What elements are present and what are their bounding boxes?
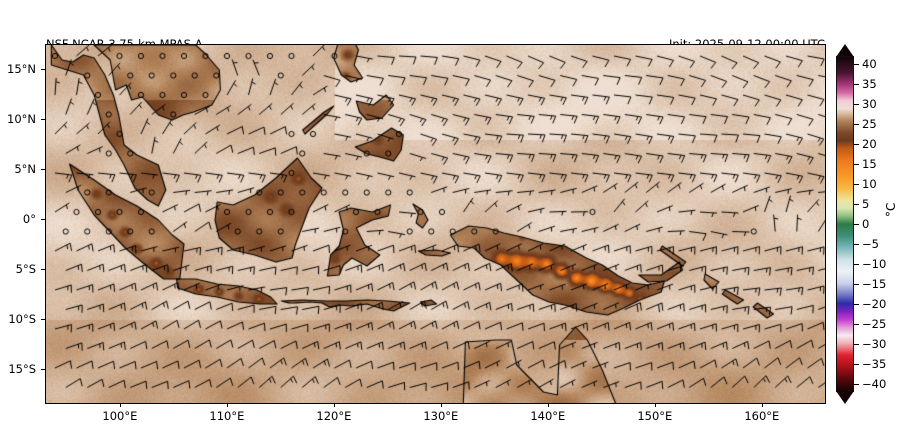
colorbar-tick-label: −5 [862,237,879,251]
colorbar-tick-mark [854,324,859,325]
colorbar-tick-mark [854,304,859,305]
latitude-tick-mark [41,69,45,70]
latitude-tick-mark [41,369,45,370]
colorbar-tick-mark [854,224,859,225]
colorbar-tick-mark [854,84,859,85]
colorbar-tick-mark [854,344,859,345]
longitude-tick-mark [654,403,656,407]
longitude-tick-label: 110°E [209,409,245,423]
colorbar-tick-label: −25 [862,317,887,331]
latitude-tick-mark [41,319,45,320]
colorbar-tick-label: 5 [862,197,870,211]
longitude-tick-mark [119,403,121,407]
latitude-tick-mark [41,219,45,220]
longitude-tick-mark [761,403,763,407]
longitude-tick-label: 130°E [423,409,459,423]
longitude-tick-label: 140°E [530,409,566,423]
colorbar-tick-label: −20 [862,297,887,311]
longitude-tick-mark [333,403,335,407]
colorbar-tick-mark [854,244,859,245]
latitude-tick-label: 0° [22,212,36,226]
latitude-tick-label: 5°S [15,262,36,276]
colorbar-tick-mark [854,384,859,385]
longitude-tick-label: 160°E [744,409,780,423]
colorbar-gradient [836,56,854,392]
colorbar-tick-mark [854,204,859,205]
longitude-tick-mark [226,403,228,407]
colorbar-tick-label: 25 [862,117,877,131]
map-plot-area [45,44,826,404]
colorbar-tick-label: −10 [862,257,887,271]
colorbar-tick-mark [854,284,859,285]
colorbar-tick-label: −30 [862,337,887,351]
colorbar-tick-label: 30 [862,97,877,111]
latitude-tick-label: 5°N [14,162,36,176]
colorbar-tick-mark [854,104,859,105]
longitude-tick-label: 100°E [102,409,138,423]
colorbar-tick-label: 10 [862,177,877,191]
colorbar-tick-label: −15 [862,277,887,291]
latitude-tick-label: 15°N [7,62,36,76]
colorbar-tick-label: 0 [862,217,870,231]
longitude-tick-mark [547,403,549,407]
latitude-tick-mark [41,169,45,170]
temperature-field-canvas [46,45,825,403]
colorbar: 40 35 30 25 20 15 10 5 0 −5 −10 −15 −20 −25 −30 −35 −40 [836,44,886,404]
latitude-tick-label: 10°S [8,312,36,326]
colorbar-tick-mark [854,64,859,65]
colorbar-tick-mark [854,144,859,145]
latitude-tick-mark [41,269,45,270]
longitude-tick-label: 150°E [637,409,673,423]
colorbar-units-label: °C [884,202,898,217]
colorbar-tick-label: 20 [862,137,877,151]
latitude-tick-label: 15°S [8,362,36,376]
longitude-tick-mark [440,403,442,407]
colorbar-tick-mark [854,124,859,125]
longitude-tick-label: 120°E [316,409,352,423]
colorbar-tick-label: −35 [862,357,887,371]
colorbar-tick-mark [854,164,859,165]
colorbar-tick-mark [854,364,859,365]
colorbar-tick-label: 15 [862,157,877,171]
latitude-tick-label: 10°N [7,112,36,126]
colorbar-tick-label: −40 [862,377,887,391]
colorbar-tick-label: 40 [862,57,877,71]
latitude-axis: 15°N 10°N 5°N 0° 5°S 10°S 15°S [0,0,40,433]
colorbar-tick-mark [854,264,859,265]
colorbar-tick-label: 35 [862,77,877,91]
colorbar-tick-mark [854,184,859,185]
latitude-tick-mark [41,119,45,120]
colorbar-extend-min-arrow [836,391,854,404]
